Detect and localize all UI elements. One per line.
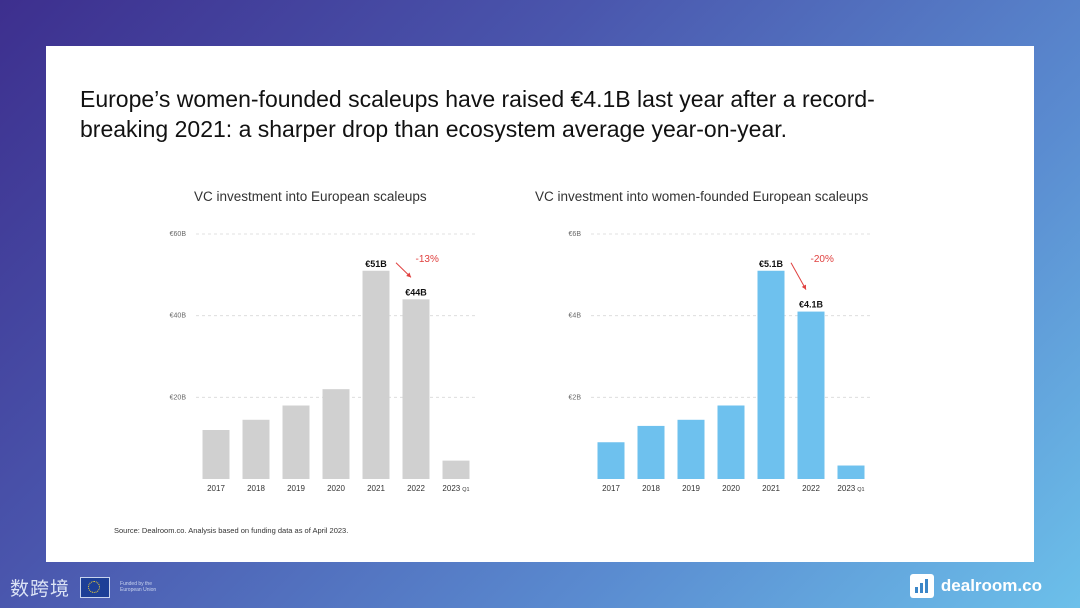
bar-2022 xyxy=(797,311,825,479)
brand-name: dealroom.co xyxy=(940,576,1042,595)
y-tick-label: €2B xyxy=(569,394,582,401)
slide-card: Europe’s women-founded scaleups have rai… xyxy=(46,46,1034,562)
x-tick-year: 2022 xyxy=(802,484,820,493)
x-tick-year: 2022 xyxy=(407,484,425,493)
x-tick-label: 2019 xyxy=(682,484,700,493)
arrow-head-icon xyxy=(406,272,411,278)
x-tick-year: 2021 xyxy=(367,484,385,493)
x-tick-label: 2019 xyxy=(287,484,305,493)
x-tick-year: 2020 xyxy=(722,484,740,493)
x-tick-label: 2022 xyxy=(407,484,425,493)
left-chart-title: VC investment into European scaleups xyxy=(194,189,427,204)
x-tick-label: 2021 xyxy=(367,484,385,493)
bar-2019 xyxy=(282,405,310,479)
left-bar-chart: €60B €40B €20B 2017 2018 2019 2020 2021 €51B 2022… xyxy=(170,231,476,493)
data-label: €4.1B xyxy=(799,300,824,310)
dealroom-brand: dealroom.co xyxy=(909,572,1042,600)
dealroom-bars-icon xyxy=(909,574,934,598)
data-label: €5.1B xyxy=(759,259,784,269)
x-tick-year: 2018 xyxy=(247,484,265,493)
bar-2023 xyxy=(837,465,865,479)
y-tick-label: €4B xyxy=(569,313,582,320)
eu-flag-icon xyxy=(80,576,111,598)
arrow-head-icon xyxy=(801,284,806,290)
x-tick-year: 2021 xyxy=(762,484,780,493)
bar-2018 xyxy=(637,425,665,479)
bar-2021 xyxy=(757,270,785,479)
bar-2021 xyxy=(362,270,390,479)
bar-2018 xyxy=(242,419,270,479)
y-tick-label: €6B xyxy=(569,231,582,238)
y-tick-label: €20B xyxy=(170,394,187,401)
bar-2022 xyxy=(402,299,430,479)
x-tick-label: 2020 xyxy=(327,484,345,493)
bar-2017 xyxy=(597,442,625,479)
x-tick-year: 2020 xyxy=(327,484,345,493)
x-tick-year: 2017 xyxy=(207,484,225,493)
x-tick-year: 2018 xyxy=(642,484,660,493)
change-label: -20% xyxy=(811,254,834,265)
x-tick-suffix: Q1 xyxy=(462,487,469,493)
change-arrow xyxy=(790,262,807,290)
bar-2020 xyxy=(322,389,350,479)
bar-2017 xyxy=(202,430,230,479)
x-tick-label: 2023 Q1 xyxy=(837,484,864,493)
data-label: €51B xyxy=(365,259,387,269)
footer-left: 数跨境 Funded by the European Union xyxy=(10,572,164,602)
bar-2019 xyxy=(677,419,705,479)
x-tick-label: 2023 Q1 xyxy=(442,484,469,493)
x-tick-year: 2019 xyxy=(682,484,700,493)
x-tick-label: 2017 xyxy=(602,484,620,493)
bar-2020 xyxy=(717,405,745,479)
slide-headline: Europe’s women-founded scaleups have rai… xyxy=(80,84,960,144)
x-tick-year: 2019 xyxy=(287,484,305,493)
watermark-logo: 数跨境 xyxy=(10,577,71,600)
data-label: €44B xyxy=(405,287,427,297)
y-tick-label: €40B xyxy=(170,313,187,320)
x-tick-label: 2018 xyxy=(642,484,660,493)
headline-line-2: breaking 2021: a sharper drop than ecosy… xyxy=(80,116,788,142)
x-tick-label: 2017 xyxy=(207,484,225,493)
x-tick-suffix: Q1 xyxy=(857,487,864,493)
x-tick-label: 2020 xyxy=(722,484,740,493)
bar-2023 xyxy=(442,460,470,479)
right-chart-title: VC investment into women-founded Europea… xyxy=(535,189,869,204)
change-label: -13% xyxy=(416,254,439,265)
x-tick-year: 2023 xyxy=(837,484,855,493)
x-tick-year: 2023 xyxy=(442,484,460,493)
x-tick-label: 2021 xyxy=(762,484,780,493)
x-tick-label: 2018 xyxy=(247,484,265,493)
eu-funding-text: Funded by the European Union xyxy=(120,581,157,593)
x-tick-year: 2017 xyxy=(602,484,620,493)
right-bar-chart: €6B €4B €2B 2017 2018 2019 2020 2021 €5.1B 2022 €4… xyxy=(569,231,871,493)
y-tick-label: €60B xyxy=(170,231,187,238)
x-tick-label: 2022 xyxy=(802,484,820,493)
headline-line-1: Europe’s women-founded scaleups have rai… xyxy=(80,86,875,112)
source-note: Source: Dealroom.co. Analysis based on f… xyxy=(114,526,349,535)
